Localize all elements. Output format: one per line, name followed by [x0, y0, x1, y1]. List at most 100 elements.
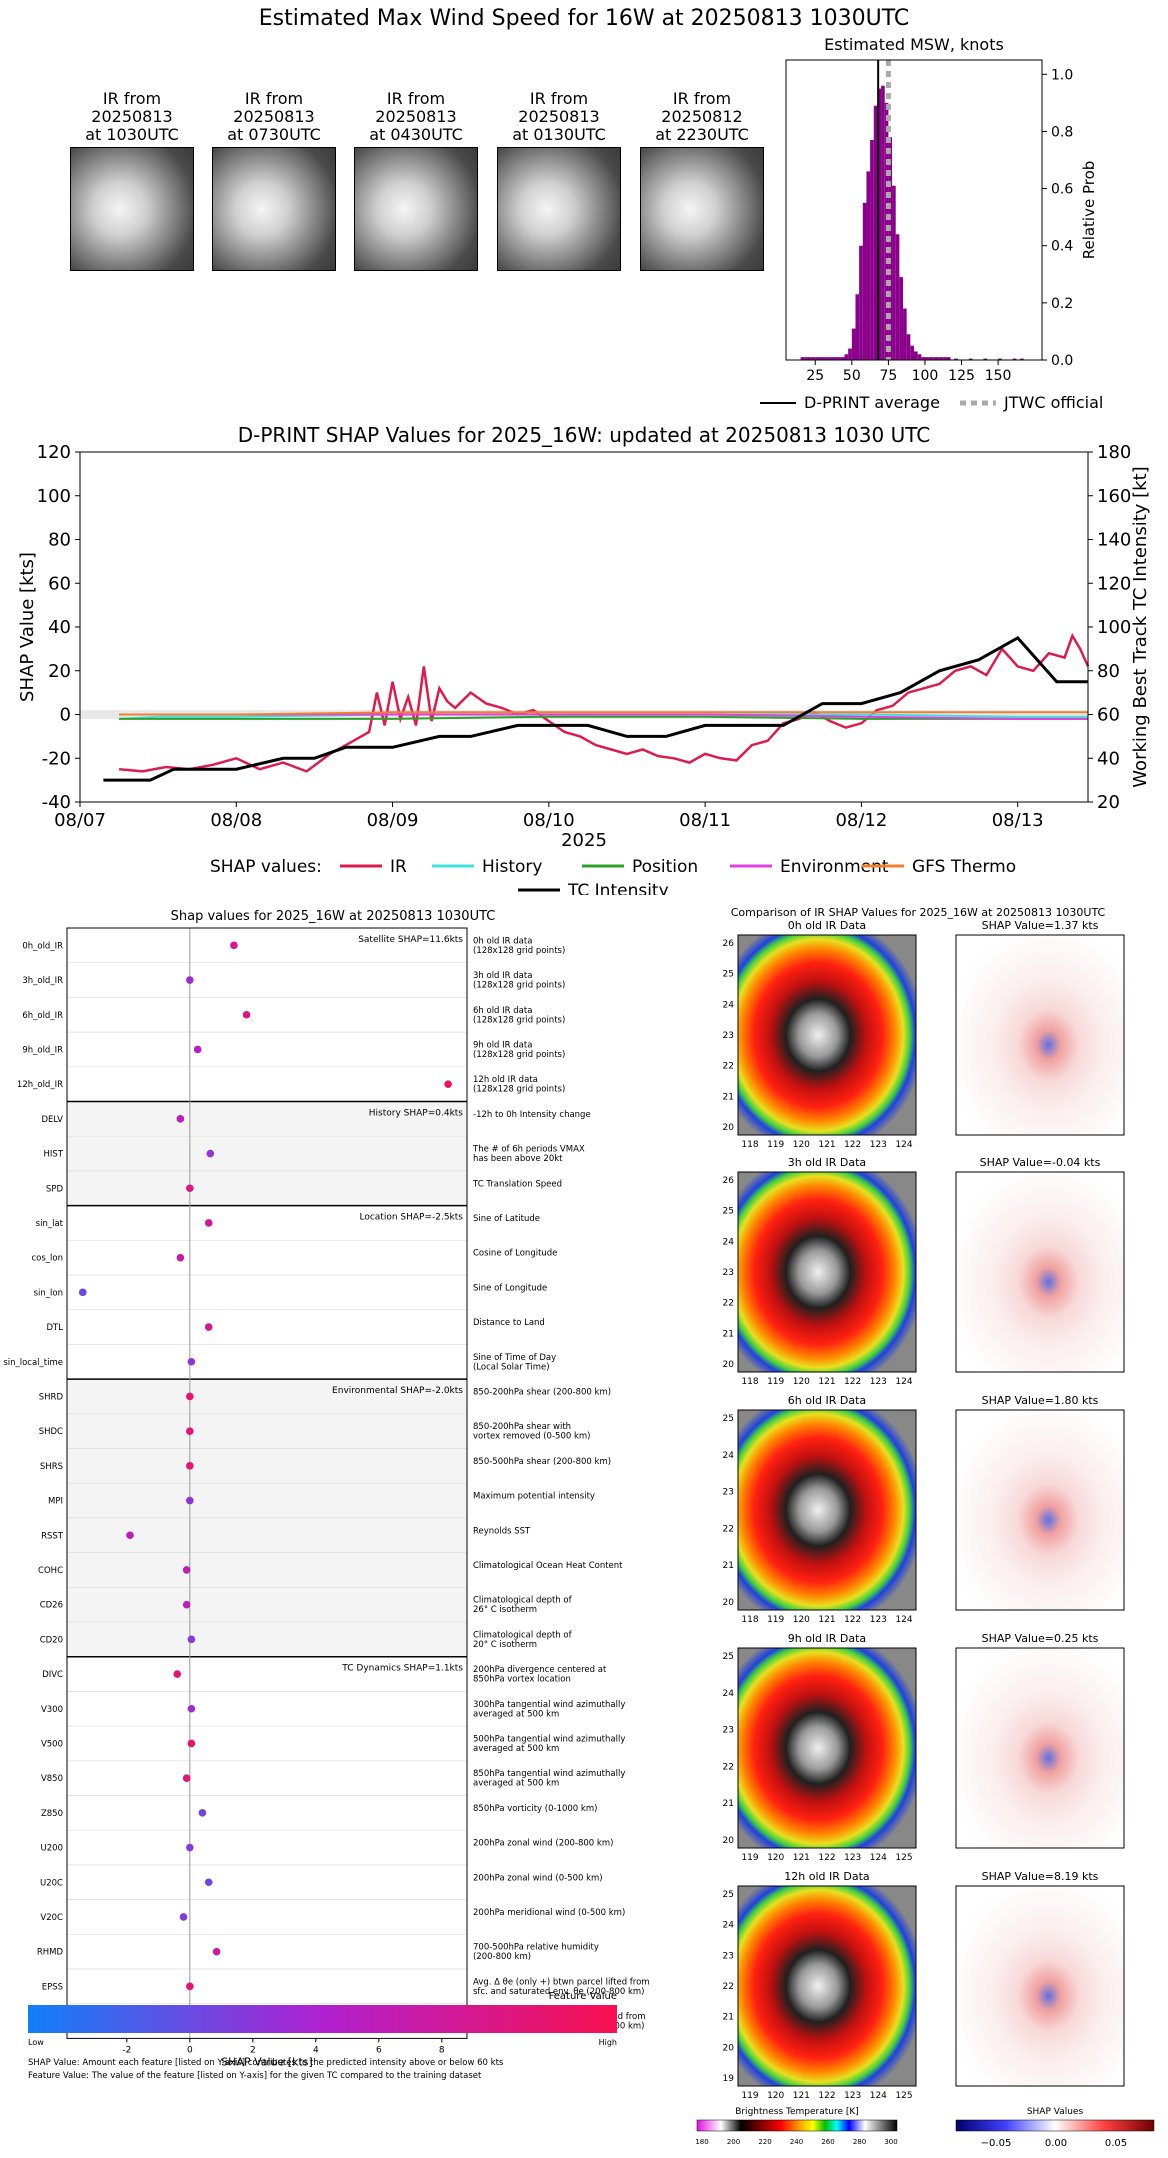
- ir-x-tick-label: 119: [741, 2091, 758, 2101]
- ir-y-tick-label: 22: [723, 1762, 734, 1772]
- legend-environment-label: Environment: [780, 857, 889, 877]
- histogram-bar: [924, 357, 929, 360]
- ir-y-tick-label: 22: [723, 1524, 734, 1534]
- ir-x-tick-label: 122: [818, 1853, 835, 1863]
- histogram-bar: [1020, 358, 1024, 360]
- x-tick-label: 25: [806, 368, 824, 384]
- x-tick-label: 08/12: [835, 810, 887, 831]
- y-tick-label: -20: [42, 748, 71, 769]
- ir-y-tick-label: 24: [723, 1000, 735, 1010]
- label-line: The # of 6h periods VMAX: [472, 1145, 585, 1155]
- feature-description: Sine of Latitude: [473, 1214, 540, 1224]
- footnote-feature: Feature Value: The value of the feature …: [28, 2071, 482, 2081]
- ir-panel-title: 3h old IR Data: [788, 1156, 866, 1169]
- legend-gfs-label: GFS Thermo: [912, 857, 1016, 877]
- feature-point: [204, 1323, 213, 1331]
- ir-x-tick-label: 122: [844, 1140, 861, 1150]
- histogram-bar: [892, 185, 896, 360]
- ir-y-tick-label: 21: [723, 1561, 734, 1571]
- ir-x-tick-label: 118: [741, 1377, 758, 1387]
- feature-description: Sine of Longitude: [473, 1283, 547, 1293]
- x-tick-label: 08/10: [523, 810, 575, 831]
- ir-x-tick-label: 124: [895, 1615, 912, 1625]
- ir-y-tick-label: 21: [723, 1092, 734, 1102]
- bt-colorbar: [696, 2119, 898, 2132]
- feature-point: [182, 1600, 191, 1609]
- ir-panel-title: 12h old IR Data: [784, 1870, 869, 1883]
- label-line: 700-500hPa relative humidity: [473, 1943, 599, 1953]
- y2-tick-label: 120: [1097, 573, 1131, 594]
- feature-colorbar-title: Feature Value: [549, 1991, 617, 2002]
- feature-name-label: sin_local_time: [3, 1358, 63, 1368]
- y-tick-label: 0.4: [1051, 239, 1073, 255]
- ir-x-tick-label: 124: [895, 1377, 912, 1387]
- feature-name-label: SPD: [46, 1184, 64, 1194]
- feature-chart-frame: [66, 927, 468, 2039]
- feature-name-label: sin_lon: [34, 1288, 63, 1298]
- ir-x-tick-label: 122: [818, 2091, 835, 2101]
- ir-shap-comparison: Comparison of IR SHAP Values for 2025_16…: [695, 906, 1155, 2149]
- label-line: 850hPa tangential wind azimuthally: [473, 1769, 625, 1779]
- group-label: Environmental SHAP=-2.0kts: [332, 1386, 463, 1396]
- ir-x-tick-label: 124: [895, 1140, 912, 1150]
- feature-name-label: V850: [41, 1774, 63, 1784]
- ir-y-tick-label: 26: [723, 1176, 735, 1186]
- histogram-bar: [870, 140, 874, 360]
- group-label: TC Dynamics SHAP=1.1kts: [341, 1664, 463, 1674]
- ir-thumbnail-image: [497, 147, 621, 271]
- msw-histogram-chart: Estimated MSW, knots 25 50 75 100 125 150 0.0 0.…: [760, 35, 1103, 412]
- group-label: History SHAP=0.4kts: [369, 1109, 464, 1119]
- histogram-bar: [837, 357, 841, 360]
- feature-point: [186, 1462, 194, 1470]
- ir-y-tick-label: 25: [723, 1207, 734, 1217]
- label-line: 0h old IR data: [473, 936, 532, 946]
- feature-name-label: DELV: [41, 1115, 63, 1125]
- ir-x-tick-label: 121: [793, 2091, 810, 2101]
- feature-description: 12h old IR data (128x128 grid points): [473, 1075, 565, 1095]
- x-tick-label: 75: [879, 368, 897, 384]
- ir-panel-image: [737, 934, 917, 1136]
- feature-description: 500hPa tangential wind azimuthally averag…: [473, 1734, 625, 1754]
- ir-y-tick-label: 23: [723, 1726, 734, 1736]
- histogram-bar: [815, 357, 819, 360]
- thumbnail-caption: IR from 20250813 at 0130UTC: [512, 89, 606, 144]
- label-line: averaged at 500 km: [473, 1779, 559, 1789]
- label-line: 500hPa tangential wind azimuthally: [473, 1734, 625, 1744]
- feature-point: [212, 1947, 221, 1956]
- feature-description: 850hPa vorticity (0-1000 km): [473, 1804, 597, 1814]
- y-tick-label: 20: [48, 661, 71, 682]
- label-line: (128x128 grid points): [473, 946, 565, 956]
- label-line: vortex removed (0-500 km): [473, 1432, 590, 1442]
- histogram-bar: [1012, 358, 1017, 360]
- legend-jtwc-label: JTWC official: [1003, 393, 1103, 412]
- footnote-shap: SHAP Value: Amount each feature [listed …: [28, 2058, 504, 2068]
- y-tick-label: 80: [48, 530, 71, 551]
- x-tick-label: 08/13: [992, 810, 1044, 831]
- y2-tick-label: 80: [1097, 661, 1120, 682]
- feature-name-label: SHRD: [39, 1392, 64, 1402]
- ir-x-tick-label: 121: [818, 1140, 835, 1150]
- ir-x-tick-label: 118: [741, 1615, 758, 1625]
- ir-y-tick-label: 25: [723, 970, 734, 980]
- shap-colorbar: [955, 2119, 1155, 2132]
- histogram-bar: [917, 354, 922, 360]
- ir-thumbnail-image: [212, 147, 336, 271]
- feature-name-label: Z850: [41, 1809, 63, 1819]
- histogram-bar: [851, 328, 856, 360]
- ir-y-tick-label: 25: [723, 1890, 734, 1900]
- ir-x-tick-label: 120: [767, 1853, 784, 1863]
- label-line: 850-200hPa shear with: [473, 1422, 571, 1432]
- ir-x-tick-label: 120: [793, 1377, 810, 1387]
- ir-x-tick-label: 118: [741, 1140, 758, 1150]
- feature-description: Sine of Time of Day (Local Solar Time): [473, 1353, 556, 1373]
- thumbnail-caption: IR from 20250813 at 1030UTC: [85, 89, 179, 144]
- shap-tick-label: −0.05: [981, 2138, 1012, 2149]
- feature-point: [78, 1288, 87, 1297]
- histogram-bar: [833, 357, 838, 360]
- ir-y-tick-label: 23: [723, 1268, 734, 1278]
- feature-point: [186, 1184, 194, 1193]
- histogram-bar: [935, 357, 940, 360]
- x-tick-label: 2: [250, 2045, 256, 2055]
- ir-x-tick-label: 119: [741, 1853, 758, 1863]
- x-tick-label: 8: [439, 2045, 445, 2055]
